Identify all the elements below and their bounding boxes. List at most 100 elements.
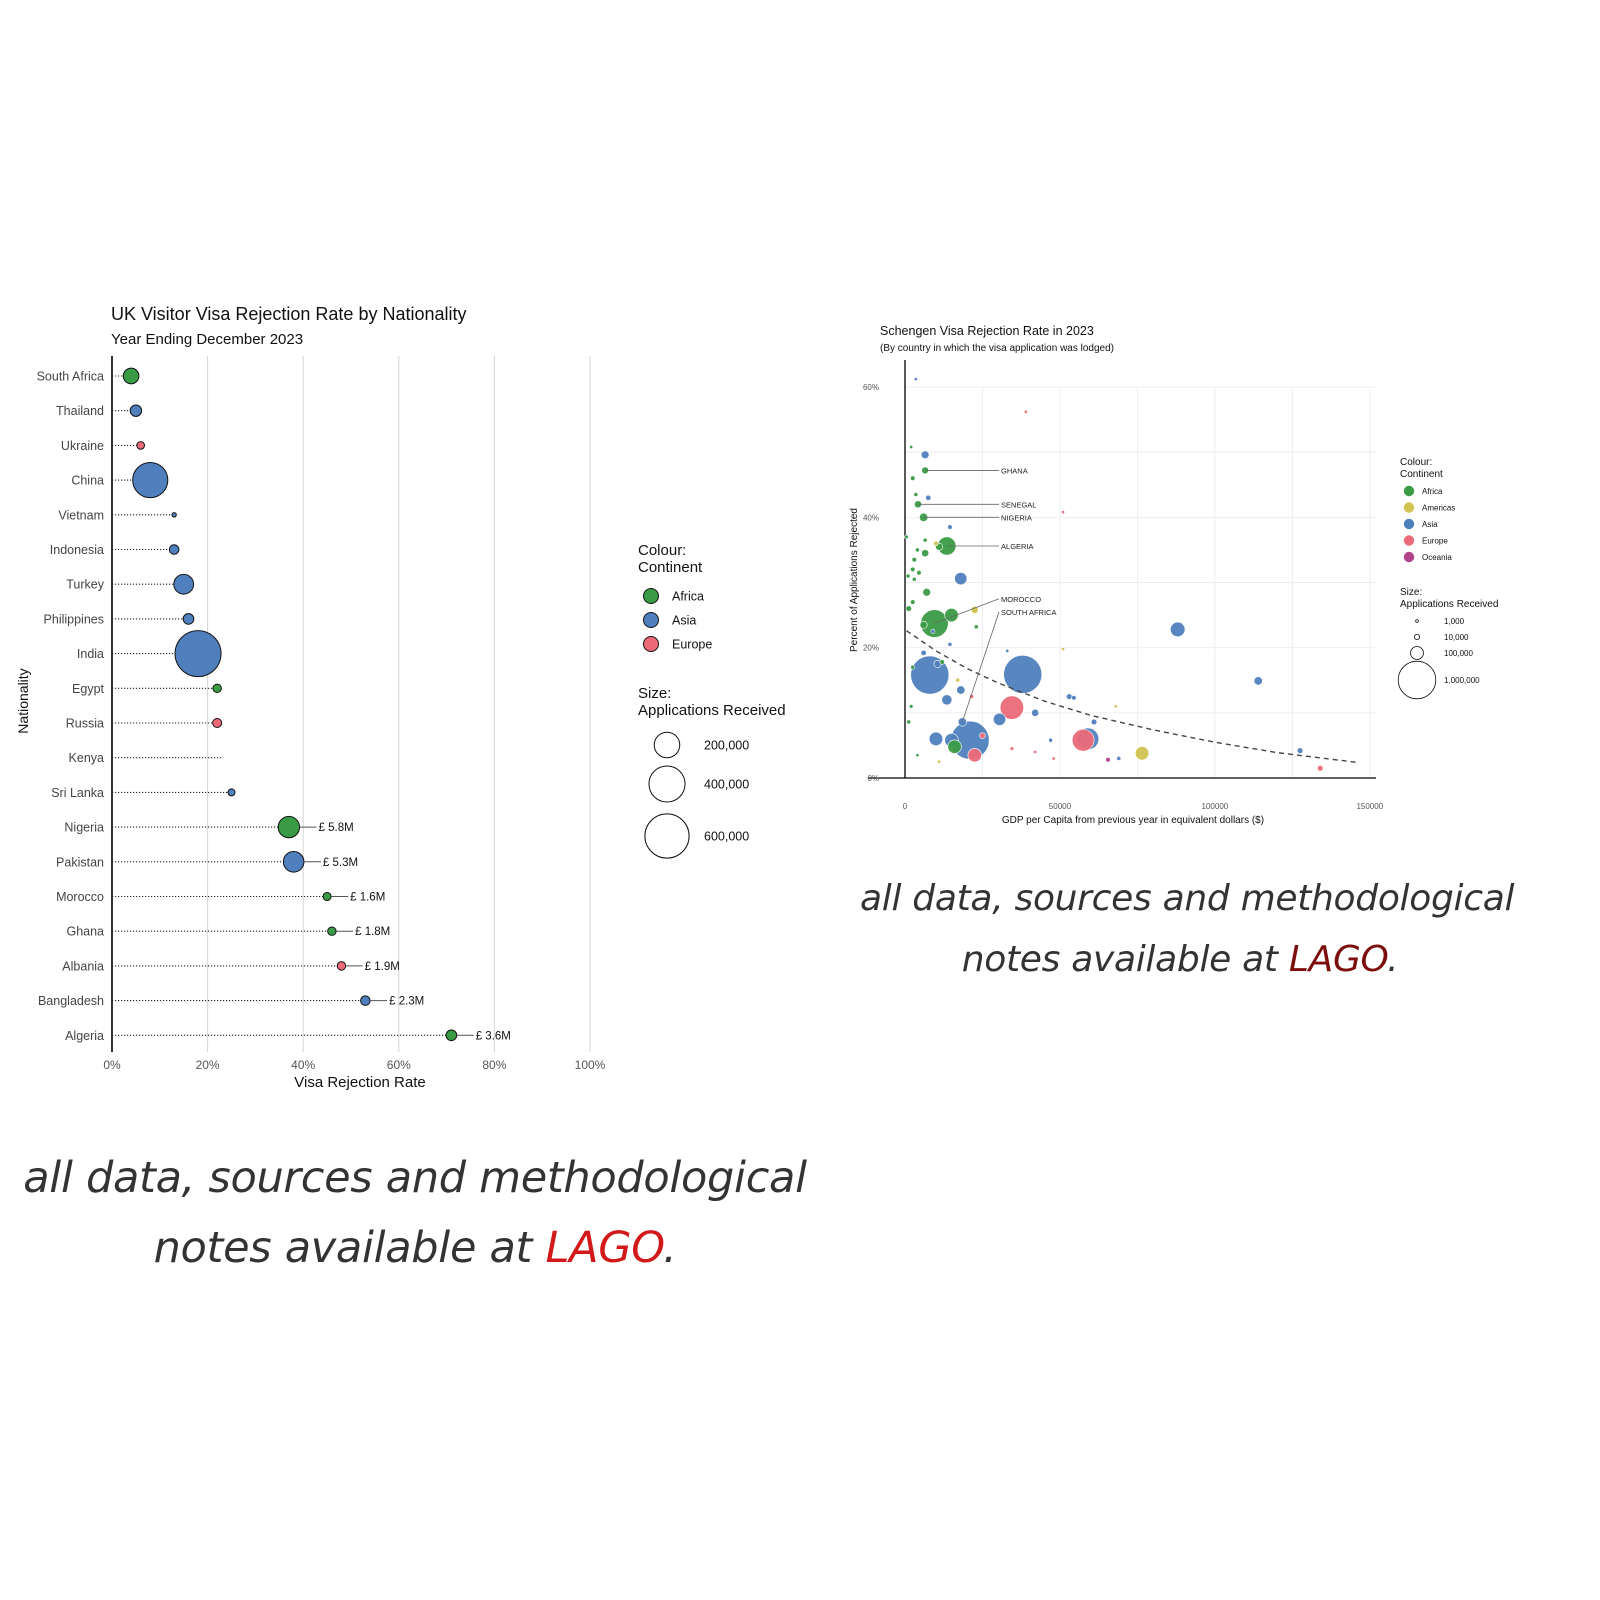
uk-y-tick-label: Ghana xyxy=(66,925,104,939)
schengen-point xyxy=(956,685,966,695)
uk-legend-size-key xyxy=(644,813,690,859)
schengen-legend-size-key xyxy=(1415,619,1419,623)
uk-legend-label-africa: Africa xyxy=(672,590,704,604)
uk-y-tick-label: Bangladesh xyxy=(38,994,104,1008)
uk-point xyxy=(132,462,169,499)
schengen-point xyxy=(908,704,914,709)
schengen-annotations: GHANA SENEGAL NIGERIA ALGERIA MOROCCO SOUTH A… xyxy=(918,466,1056,723)
uk-x-tick-label: 80% xyxy=(482,1058,506,1072)
uk-chart-y-tick-labels: South Africa Thailand Ukraine China Vietnam I… xyxy=(37,370,105,1043)
uk-legend-size-items: 200,000 400,000 600,000 xyxy=(644,731,749,859)
uk-chart-legend: Colour: Continent Africa Asia Europe Size:… xyxy=(638,542,786,859)
schengen-point xyxy=(947,739,962,754)
schengen-legend-size-items: 1,000 10,000 100,000 1,000,000 xyxy=(1397,617,1480,700)
schengen-x-tick-label: 0 xyxy=(903,802,908,811)
schengen-point xyxy=(1066,693,1073,700)
schengen-visa-chart: Schengen Visa Rejection Rate in 2023 (By… xyxy=(849,324,1498,826)
uk-cost-label: £ 1.6M xyxy=(350,892,385,904)
schengen-point xyxy=(905,605,912,612)
uk-point xyxy=(327,926,337,936)
schengen-legend-key-africa xyxy=(1403,485,1415,497)
schengen-point xyxy=(939,659,945,665)
schengen-point xyxy=(919,620,928,629)
schengen-point xyxy=(1105,757,1111,763)
uk-cost-label: £ 5.8M xyxy=(319,822,354,834)
schengen-legend-size-label: 1,000 xyxy=(1444,617,1465,626)
uk-point xyxy=(129,404,143,417)
uk-point xyxy=(122,367,140,385)
schengen-point xyxy=(921,549,930,558)
schengen-legend-size-subtitle: Applications Received xyxy=(1400,599,1498,610)
uk-y-tick-label: Algeria xyxy=(65,1029,104,1043)
schengen-point xyxy=(928,731,944,746)
uk-x-tick-label: 60% xyxy=(387,1058,411,1072)
schengen-point xyxy=(979,732,986,739)
schengen-point xyxy=(1061,647,1066,651)
uk-y-tick-label: Russia xyxy=(66,717,104,731)
uk-cost-label: £ 5.3M xyxy=(323,857,358,869)
uk-point xyxy=(168,544,180,555)
schengen-point xyxy=(1113,704,1118,709)
uk-cost-label: £ 2.3M xyxy=(389,996,424,1008)
schengen-legend-colour-items: Africa Americas Asia Europe Oceania xyxy=(1403,485,1455,563)
schengen-point xyxy=(947,642,953,647)
schengen-point xyxy=(1253,676,1263,686)
uk-chart-stems xyxy=(112,375,452,1036)
uk-y-tick-label: Albania xyxy=(62,959,104,973)
schengen-legend-label-oceania: Oceania xyxy=(1422,553,1452,562)
uk-visa-chart: UK Visitor Visa Rejection Rate by Nation… xyxy=(15,304,786,1091)
schengen-point xyxy=(920,450,930,460)
uk-y-tick-label: Indonesia xyxy=(50,543,104,557)
uk-cost-label: £ 1.9M xyxy=(365,961,400,973)
schengen-point xyxy=(1071,728,1095,752)
schengen-point xyxy=(920,649,927,656)
footer-right-line1: all data, sources and methodological xyxy=(860,878,1515,919)
uk-y-tick-label: Ukraine xyxy=(61,439,104,453)
schengen-point xyxy=(937,759,942,764)
schengen-point xyxy=(913,492,919,497)
schengen-point xyxy=(910,566,916,573)
schengen-legend-size-label: 100,000 xyxy=(1444,649,1473,658)
uk-legend-size-title: Size: xyxy=(638,685,671,702)
uk-y-tick-label: Kenya xyxy=(69,751,104,765)
uk-x-tick-label: 0% xyxy=(103,1058,121,1072)
uk-y-tick-label: Pakistan xyxy=(56,855,104,869)
schengen-y-tick-label: 20% xyxy=(863,644,879,653)
uk-y-tick-label: Vietnam xyxy=(58,508,104,522)
uk-legend-colour-items: Africa Asia Europe xyxy=(643,588,712,652)
uk-chart-cost-labels: £ 5.8M £ 5.3M £ 1.6M £ 1.8M £ 1.9M £ 2.3M £ 3.… xyxy=(299,822,511,1042)
uk-point xyxy=(173,573,195,595)
schengen-chart-title: Schengen Visa Rejection Rate in 2023 xyxy=(880,324,1094,338)
schengen-point xyxy=(1134,746,1150,761)
schengen-point xyxy=(922,588,931,597)
schengen-point xyxy=(925,494,932,501)
uk-cost-label: £ 3.6M xyxy=(476,1030,511,1042)
lago-link-left[interactable]: LAGO xyxy=(545,1223,664,1273)
schengen-annotation-label: MOROCCO xyxy=(1001,595,1041,604)
schengen-point xyxy=(999,695,1024,720)
lago-link-right[interactable]: LAGO xyxy=(1288,939,1388,980)
schengen-chart-subtitle: (By country in which the visa applicatio… xyxy=(880,343,1114,354)
uk-y-tick-label: India xyxy=(77,647,104,661)
uk-point xyxy=(282,851,305,873)
uk-chart-subtitle: Year Ending December 2023 xyxy=(111,331,303,348)
schengen-point xyxy=(922,537,928,543)
uk-legend-size-key xyxy=(648,765,686,803)
schengen-y-tick-label: 40% xyxy=(863,513,879,522)
schengen-point xyxy=(1023,409,1028,414)
uk-point xyxy=(336,961,347,971)
schengen-chart-points xyxy=(904,377,1324,772)
schengen-point xyxy=(910,599,916,605)
schengen-y-axis-title: Percent of Applications Rejected xyxy=(849,508,860,652)
footer-note-right: all data, sources and methodological not… xyxy=(860,868,1515,990)
schengen-legend-label-europe: Europe xyxy=(1422,537,1448,546)
schengen-point xyxy=(955,677,961,683)
schengen-legend-colour-subtitle: Continent xyxy=(1400,469,1443,480)
schengen-point xyxy=(910,664,916,670)
uk-point xyxy=(136,441,146,450)
schengen-legend-key-asia xyxy=(1403,518,1415,530)
uk-y-tick-label: Sri Lanka xyxy=(51,786,104,800)
schengen-legend-size-label: 10,000 xyxy=(1444,633,1469,642)
schengen-point xyxy=(1048,737,1054,743)
